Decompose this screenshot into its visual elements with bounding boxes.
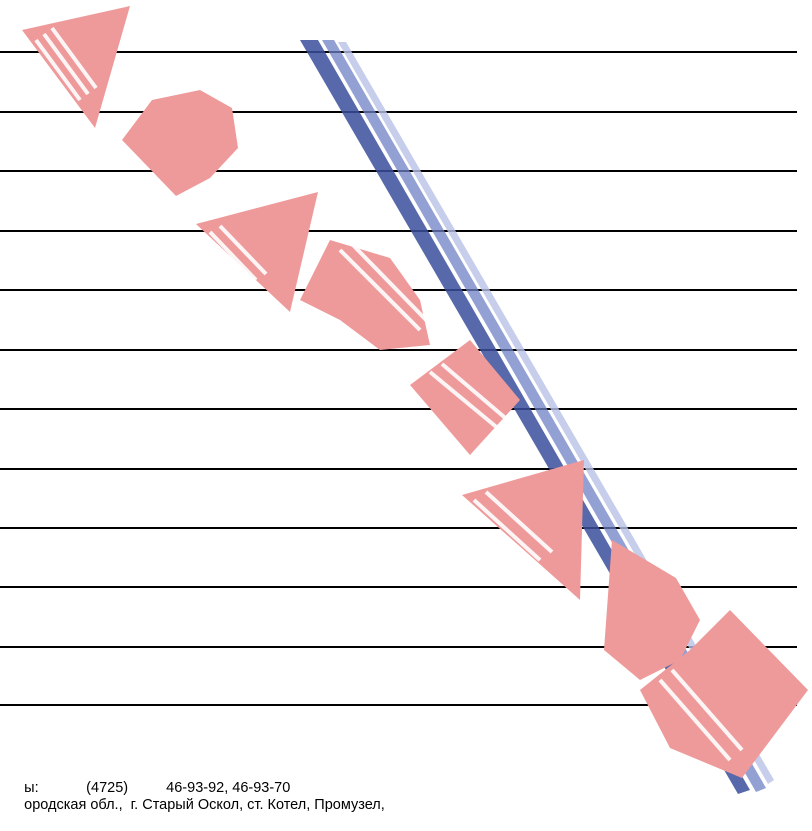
ruled-line [0,51,797,53]
phone-area-code: (4725) [86,780,129,796]
ruled-line [0,230,797,232]
ruled-line [0,349,797,351]
phone-line: ы: (4725) 46-93-92, 46-93-70 [0,763,290,814]
phone-numbers: 46-93-92, 46-93-70 [166,780,291,796]
ruled-line [0,408,797,410]
ruled-line [0,170,797,172]
ruled-line [0,468,797,470]
watermark-letter-stripes [34,26,744,762]
ruled-line [0,527,797,529]
ruled-line [0,646,797,648]
ruled-line [0,704,797,706]
ruled-line [0,111,797,113]
ruled-line [0,289,797,291]
watermark-letters [22,6,808,778]
ruled-line [0,586,797,588]
watermark-stripes [300,40,774,794]
phone-label: ы: [24,780,39,796]
address-text: ородская обл., г. Старый Оскол, ст. Коте… [24,797,385,813]
address-line: ородская обл., г. Старый Оскол, ст. Коте… [0,780,385,831]
